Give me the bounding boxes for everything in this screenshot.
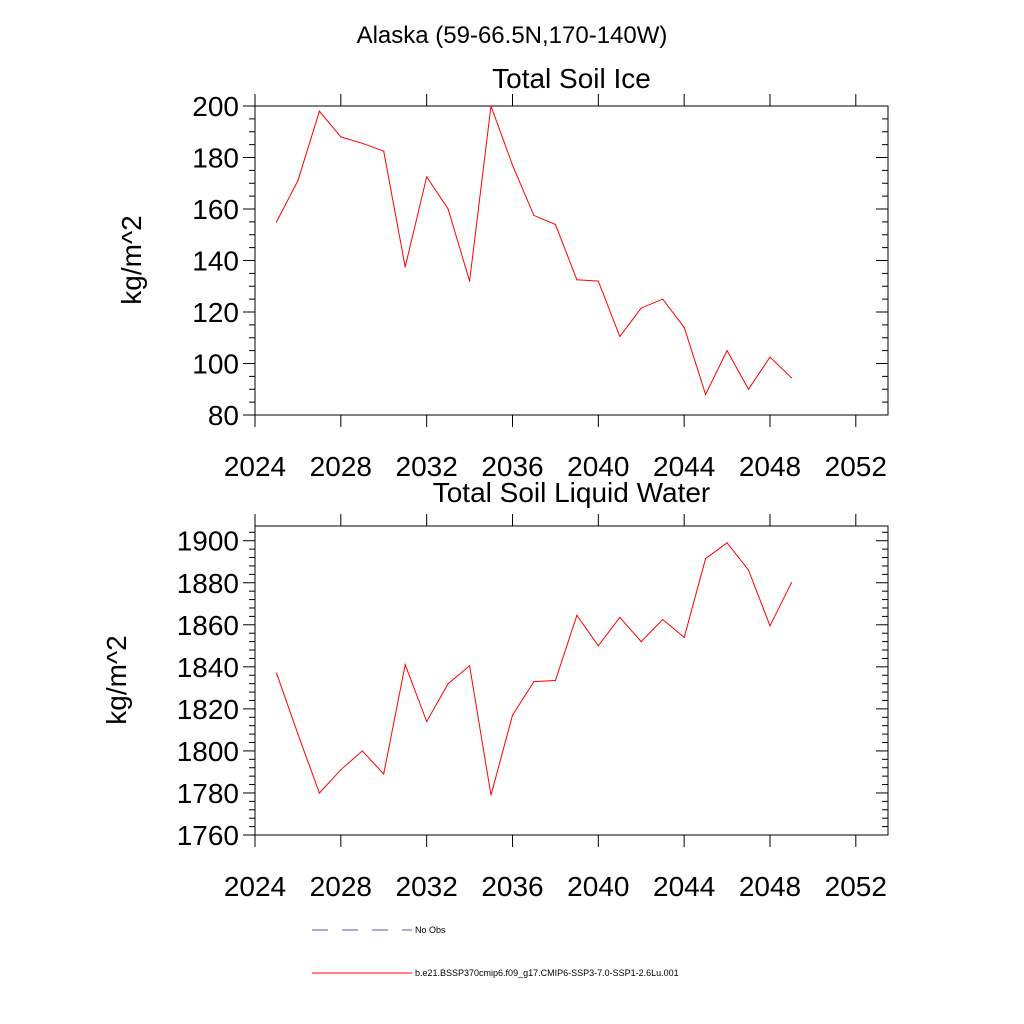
data-point <box>640 641 642 643</box>
data-point <box>619 616 621 619</box>
data-point <box>318 110 320 112</box>
series-line <box>276 542 792 796</box>
data-point <box>554 679 557 682</box>
data-point <box>576 614 578 616</box>
y-tick-label: 80 <box>208 400 239 431</box>
data-point <box>554 223 557 226</box>
y-tick-label: 1900 <box>177 526 239 557</box>
x-tick-label: 2028 <box>310 451 372 482</box>
y-tick-label: 1860 <box>177 610 239 641</box>
data-point <box>726 350 728 352</box>
data-point <box>340 136 342 138</box>
x-tick-label: 2044 <box>653 871 715 902</box>
data-point <box>683 326 685 329</box>
x-tick-label: 2024 <box>224 451 286 482</box>
data-point <box>361 750 363 752</box>
data-point <box>619 335 621 338</box>
x-tick-label: 2048 <box>739 871 801 902</box>
data-point <box>361 142 363 144</box>
data-point <box>662 298 664 300</box>
y-tick-label: 1820 <box>177 694 239 725</box>
data-point <box>383 150 385 152</box>
y-tick-label: 1760 <box>177 820 239 851</box>
x-tick-label: 2048 <box>739 451 801 482</box>
data-point <box>383 773 385 775</box>
y-axis-label: kg/m^2 <box>116 215 147 304</box>
data-point <box>705 557 707 560</box>
y-tick-label: 160 <box>192 194 239 225</box>
data-point <box>275 672 278 674</box>
data-point <box>533 214 535 217</box>
legend-label-no-obs: No Obs <box>415 925 446 935</box>
data-point <box>511 164 514 166</box>
data-point <box>490 794 492 796</box>
chart-total-soil-liquid-water: Total Soil Liquid Water kg/m^2 2024 2028 203… <box>101 477 889 902</box>
x-tick-label: 2036 <box>481 451 543 482</box>
data-point <box>468 280 471 282</box>
x-tick-label: 2044 <box>653 451 715 482</box>
x-tick-label: 2052 <box>825 871 887 902</box>
y-tick-label: 1840 <box>177 652 239 683</box>
y-axis-label: kg/m^2 <box>101 635 132 724</box>
data-point <box>447 683 449 685</box>
data-point <box>426 176 428 178</box>
data-point <box>404 664 406 666</box>
panel-title: Total Soil Ice <box>492 63 651 94</box>
data-point <box>533 680 535 683</box>
data-point <box>769 356 771 358</box>
x-tick-label: 2036 <box>481 871 543 902</box>
x-tick-label: 2024 <box>224 871 286 902</box>
data-point <box>490 105 492 107</box>
x-tick-label: 2040 <box>567 451 629 482</box>
y-tick-label: 140 <box>192 246 239 277</box>
x-tick-label: 2028 <box>310 871 372 902</box>
data-point <box>275 221 278 223</box>
y-tick-label: 120 <box>192 297 239 328</box>
data-point <box>318 792 320 794</box>
data-point <box>468 665 471 667</box>
y-tick-label: 100 <box>192 349 239 380</box>
data-point <box>597 645 599 647</box>
data-point <box>426 720 428 723</box>
chart-total-soil-ice: Total Soil Ice kg/m^2 2024 2028 2032 2036 2040… <box>116 63 889 482</box>
y-tick-label: 1800 <box>177 736 239 767</box>
data-point <box>597 280 599 282</box>
data-point <box>747 388 750 390</box>
data-point <box>769 625 771 627</box>
plot-frame <box>254 525 889 836</box>
y-tick-label: 1880 <box>177 568 239 599</box>
series-line <box>276 105 792 396</box>
data-point <box>662 618 664 621</box>
data-point <box>747 569 750 571</box>
legend-label-model-run: b.e21.BSSP370cmip6.f09_g17.CMIP6-SSP3-7.… <box>415 968 679 978</box>
figure-title: Alaska (59-66.5N,170-140W) <box>357 22 668 49</box>
data-point <box>340 769 342 771</box>
data-point <box>726 542 728 544</box>
data-point <box>447 208 449 210</box>
x-tick-label: 2032 <box>396 451 458 482</box>
y-tick-label: 200 <box>192 91 239 122</box>
data-point <box>790 377 793 379</box>
x-tick-label: 2040 <box>567 871 629 902</box>
legend: No Obs b.e21.BSSP370cmip6.f09_g17.CMIP6-… <box>312 925 679 978</box>
data-point <box>640 307 642 309</box>
data-point <box>576 279 578 281</box>
x-tick-label: 2032 <box>396 871 458 902</box>
plot-frame <box>254 105 889 416</box>
data-point <box>705 393 707 395</box>
data-point <box>297 180 299 182</box>
data-point <box>404 266 406 268</box>
data-point <box>297 733 299 735</box>
data-point <box>683 636 685 639</box>
panel-title: Total Soil Liquid Water <box>433 477 711 508</box>
y-tick-label: 180 <box>192 143 239 174</box>
data-point <box>511 714 514 716</box>
x-tick-label: 2052 <box>825 451 887 482</box>
y-tick-label: 1780 <box>177 778 239 809</box>
data-point <box>790 582 793 584</box>
